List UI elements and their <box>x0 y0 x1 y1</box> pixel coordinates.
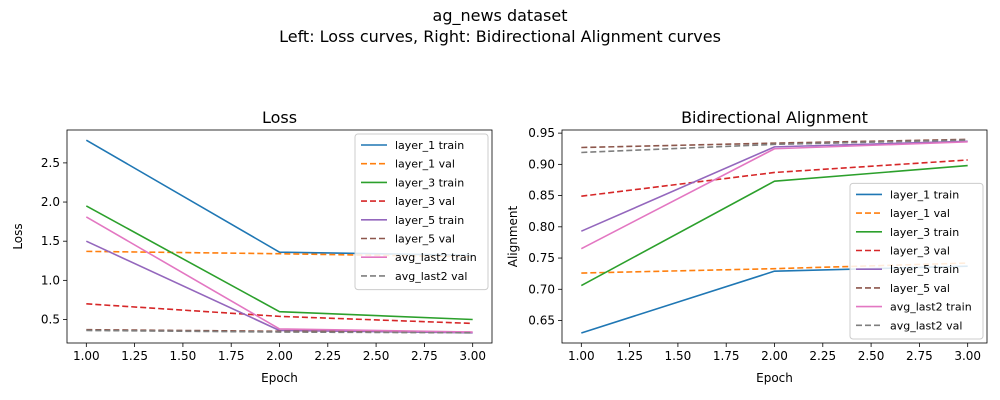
x-tick-label: 1.50 <box>170 349 197 363</box>
x-tick-label: 1.25 <box>121 349 148 363</box>
legend-box <box>354 133 489 291</box>
x-tick-label: 2.50 <box>363 349 390 363</box>
legend-label: layer_5 train <box>395 214 464 227</box>
legend-label: avg_last2 val <box>890 319 962 332</box>
figure-subtitle: Left: Loss curves, Right: Bidirectional … <box>279 27 721 46</box>
series-line <box>581 139 968 154</box>
y-tick-label: 0.95 <box>528 126 555 140</box>
series-line <box>85 216 473 333</box>
x-tick-label: 2.25 <box>809 349 836 363</box>
x-tick-label: 2.00 <box>266 349 293 363</box>
series-line <box>580 164 968 287</box>
series-line <box>85 205 473 321</box>
y-axis-label: Loss <box>11 223 25 249</box>
x-tick-label: 1.00 <box>568 349 595 363</box>
plot-frame <box>561 129 988 344</box>
x-tick-label: 2.00 <box>761 349 788 363</box>
legend-label: layer_3 train <box>890 226 959 239</box>
legend-label: layer_1 val <box>890 207 950 220</box>
x-tick-label: 2.25 <box>314 349 341 363</box>
x-tick-label: 3.00 <box>954 349 981 363</box>
x-tick-label: 1.75 <box>218 349 245 363</box>
x-tick-label: 1.25 <box>616 349 643 363</box>
x-tick-label: 2.75 <box>906 349 933 363</box>
legend-label: layer_5 val <box>890 282 950 295</box>
y-tick-label: 0.5 <box>41 313 60 327</box>
series-line <box>86 329 473 334</box>
chart-1: Loss 1.00 1.25 1.50 1.75 2.00 2.25 2.50 2.75 3.00… <box>11 108 493 385</box>
y-tick-label: 0.90 <box>528 157 555 171</box>
x-axis-label: Epoch <box>756 371 793 385</box>
legend: layer_1 train layer_1 val layer_3 train lay… <box>849 182 984 340</box>
legend-label: avg_last2 train <box>890 301 972 314</box>
y-tick-label: 0.75 <box>528 251 555 265</box>
x-tick-label: 3.00 <box>459 349 486 363</box>
chart-2: Bidirectional Alignment 1.00 1.25 1.50 1.75 2… <box>506 108 988 385</box>
chart-title: Bidirectional Alignment <box>681 108 868 127</box>
chart-title: Loss <box>262 108 297 127</box>
y-tick-label: 0.65 <box>528 314 555 328</box>
series-line <box>580 141 968 250</box>
y-tick-label: 1.5 <box>41 234 60 248</box>
x-tick-label: 1.00 <box>73 349 100 363</box>
series-line <box>86 250 473 258</box>
legend-label: layer_1 val <box>395 158 455 171</box>
series-line <box>580 140 968 232</box>
legend-label: layer_3 val <box>890 245 950 258</box>
x-axis-label: Epoch <box>261 371 298 385</box>
y-tick-label: 0.85 <box>528 189 555 203</box>
series-line <box>581 262 968 274</box>
series-line <box>581 138 968 149</box>
legend-label: layer_3 val <box>395 195 455 208</box>
series-line <box>581 159 968 198</box>
y-tick-label: 2.0 <box>41 195 60 209</box>
plot-frame <box>66 129 493 344</box>
legend-label: avg_last2 train <box>395 251 477 264</box>
x-tick-label: 2.50 <box>858 349 885 363</box>
x-tick-label: 2.75 <box>411 349 438 363</box>
y-tick-label: 0.70 <box>528 282 555 296</box>
legend-label: avg_last2 val <box>395 270 467 283</box>
y-axis-label: Alignment <box>506 205 520 267</box>
y-tick-label: 2.5 <box>41 156 60 170</box>
legend-label: layer_1 train <box>395 139 464 152</box>
legend-box <box>849 182 984 340</box>
figure-title: ag_news dataset <box>432 6 568 25</box>
legend: layer_1 train layer_1 val layer_3 train lay… <box>354 133 489 291</box>
legend-label: layer_1 train <box>890 188 959 201</box>
x-tick-label: 1.75 <box>713 349 740 363</box>
legend-label: layer_3 train <box>395 176 464 189</box>
legend-label: layer_5 train <box>890 263 959 276</box>
y-tick-label: 1.0 <box>41 273 60 287</box>
series-line <box>86 303 473 325</box>
legend-label: layer_5 val <box>395 233 455 246</box>
y-tick-label: 0.80 <box>528 220 555 234</box>
x-tick-label: 1.50 <box>665 349 692 363</box>
